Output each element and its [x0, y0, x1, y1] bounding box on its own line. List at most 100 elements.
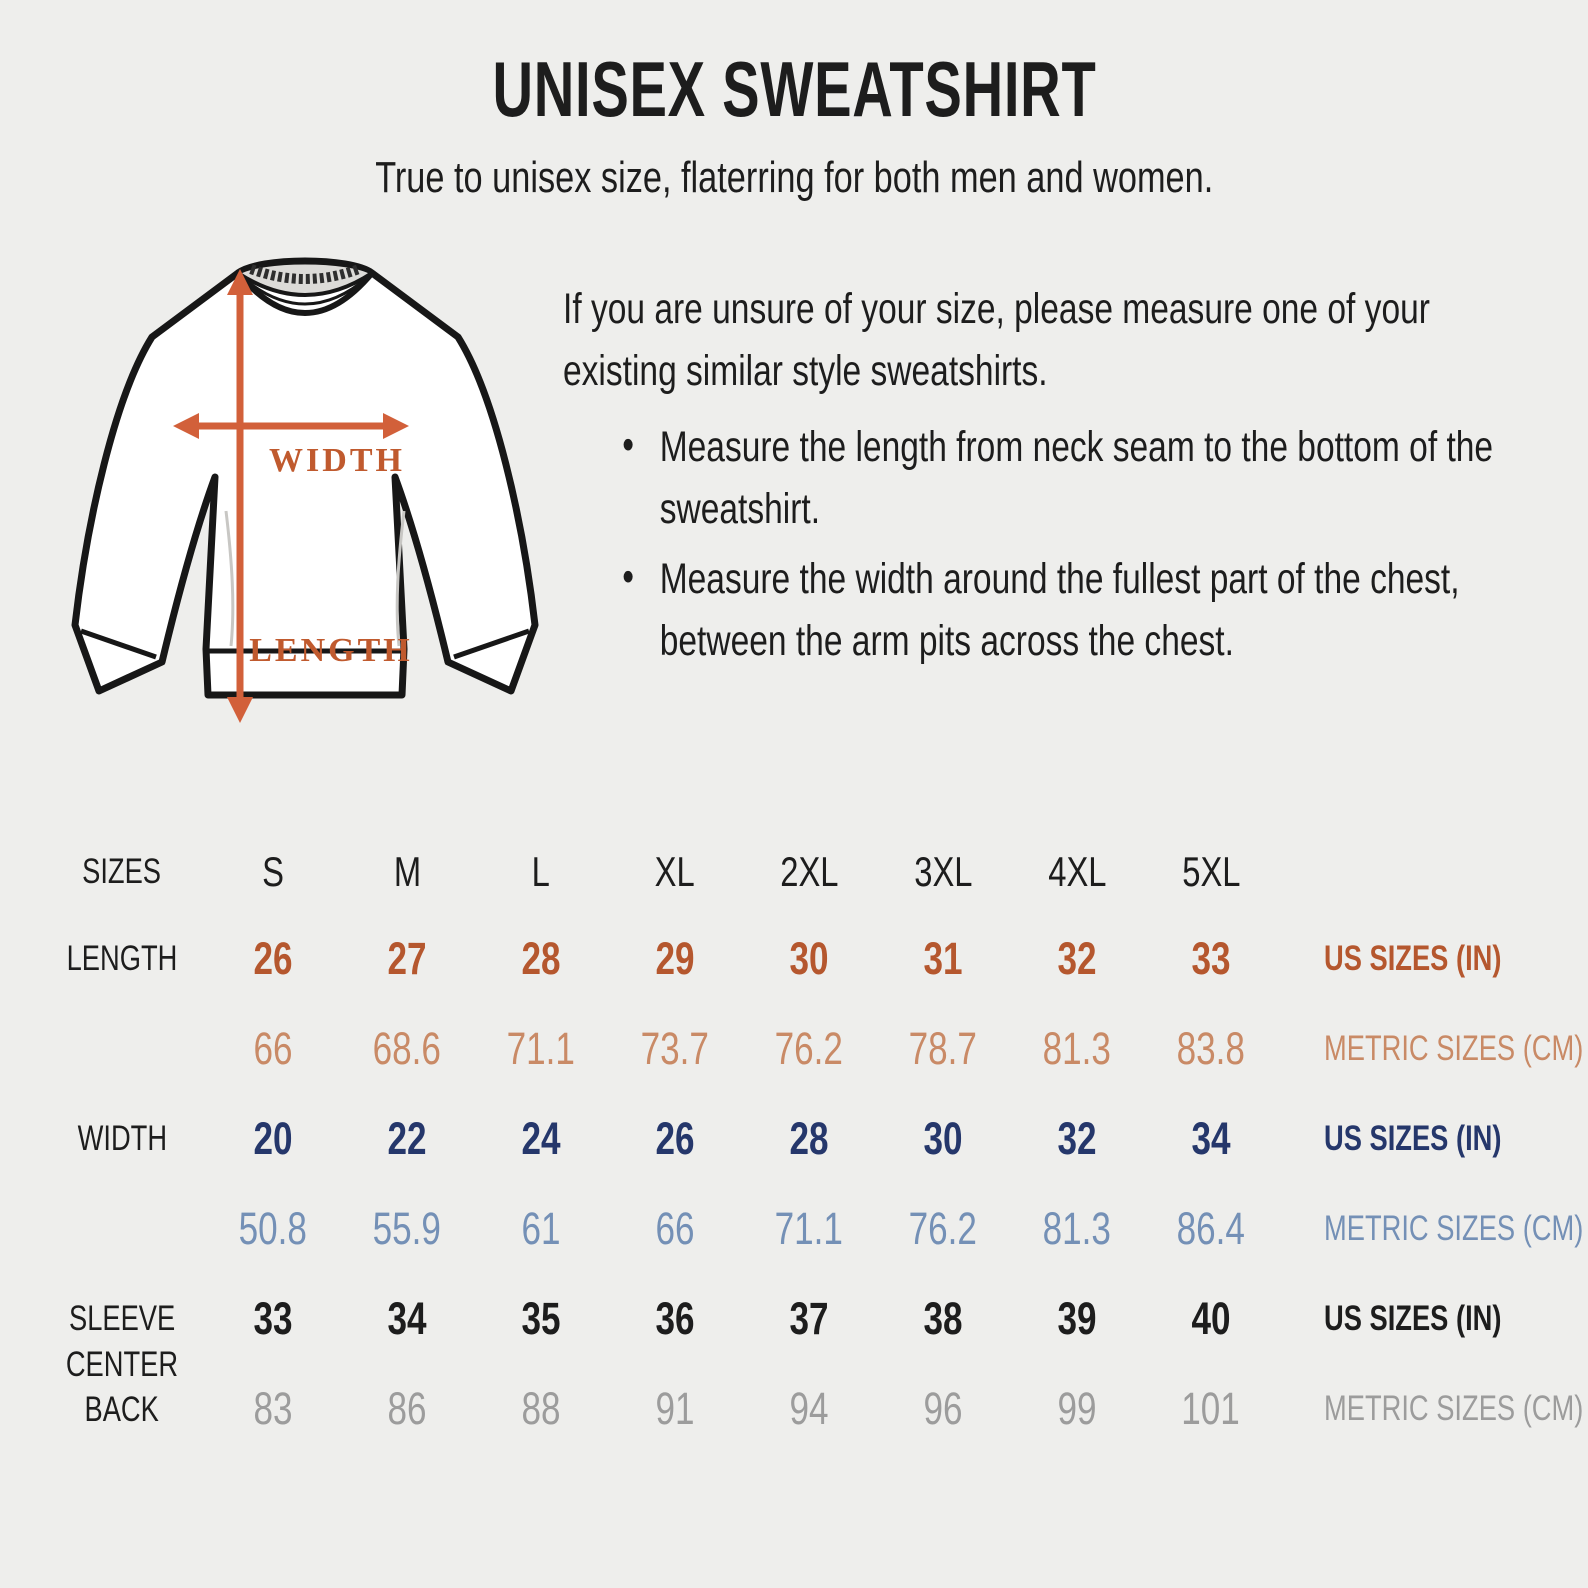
width-metric-value: 61 [521, 1203, 561, 1255]
sleeve-metric-value: 96 [923, 1383, 963, 1435]
sleeve-us-value: 39 [1057, 1293, 1097, 1345]
right-fold-line [395, 511, 406, 647]
width-us-value: 34 [1191, 1113, 1231, 1165]
table-corner-label: SIZES [82, 851, 162, 891]
page-title: UNISEX SWEATSHIRT [0, 45, 1588, 133]
length-metric-value: 73.7 [640, 1023, 710, 1075]
size-column-header-5xl: 5XL [1181, 847, 1241, 895]
length-us-value: 26 [253, 933, 293, 985]
sleeve-us-unit-label: US SIZES (IN) [1324, 1299, 1502, 1339]
sweatshirt-diagram: WIDTH LENGTH [71, 257, 539, 724]
width-arrowhead-right [383, 413, 409, 440]
width-metric-value: 71.1 [774, 1203, 844, 1255]
length-us-value: 29 [655, 933, 695, 985]
length-metric-value: 76.2 [774, 1023, 844, 1075]
length-metric-value: 83.8 [1176, 1023, 1246, 1075]
sleeve-us-value: 35 [521, 1293, 561, 1345]
length-us-value: 31 [923, 933, 963, 985]
length-us-value: 32 [1057, 933, 1097, 985]
row-label-sleeve-center-back: SLEEVE CENTER BACK [65, 1299, 179, 1430]
collar-tape-zigzag [249, 264, 361, 285]
length-metric-value: 78.7 [908, 1023, 978, 1075]
length-metric-value: 66 [253, 1023, 293, 1075]
instruction-bullet-text: Measure the width around the fullest par… [659, 554, 1460, 665]
width-us-value: 32 [1057, 1113, 1097, 1165]
instruction-bullet-width: • Measure the width around the fullest pa… [563, 549, 1531, 673]
instructions-body: If you are unsure of your size, please m… [563, 279, 1531, 672]
sleeve-us-value: 34 [387, 1293, 427, 1345]
width-us-value: 20 [253, 1113, 293, 1165]
width-arrowhead-left [173, 413, 199, 440]
instruction-intro: If you are unsure of your size, please m… [563, 285, 1430, 396]
sleeve-metric-value: 94 [789, 1383, 829, 1435]
size-column-header-2xl: 2XL [779, 847, 839, 895]
header: UNISEX SWEATSHIRT True to unisex size, f… [0, 0, 1588, 203]
sweatshirt-outline [71, 257, 539, 699]
sleeve-us-value: 37 [789, 1293, 829, 1345]
sleeve-us-value: 38 [923, 1293, 963, 1345]
left-fold-line [224, 511, 235, 647]
instruction-bullet-text: Measure the length from neck seam to the… [659, 423, 1494, 534]
sleeve-us-value: 40 [1191, 1293, 1231, 1345]
width-us-value: 26 [655, 1113, 695, 1165]
size-column-header-s: S [262, 847, 284, 895]
width-us-value: 22 [387, 1113, 427, 1165]
sleeve-us-value: 33 [253, 1293, 293, 1345]
sleeve-metric-value: 101 [1181, 1383, 1241, 1435]
instruction-list: • Measure the length from neck seam to th… [563, 417, 1531, 673]
length-us-value: 33 [1191, 933, 1231, 985]
length-metric-value: 68.6 [372, 1023, 442, 1075]
size-column-header-3xl: 3XL [913, 847, 973, 895]
top-section: WIDTH LENGTH If you are unsure of your s… [0, 221, 1588, 781]
page-subtitle-text: True to unisex size, flaterring for both… [374, 153, 1214, 203]
sleeve-metric-value: 86 [387, 1383, 427, 1435]
size-column-header-4xl: 4XL [1047, 847, 1107, 895]
right-cuff-line [453, 628, 530, 660]
bullet-dot: • [622, 552, 635, 601]
sleeve-us-value: 36 [655, 1293, 695, 1345]
sleeve-metric-value: 99 [1057, 1383, 1097, 1435]
width-us-unit-label: US SIZES (IN) [1324, 1119, 1502, 1159]
bullet-dot: • [622, 421, 635, 470]
row-label-length: LENGTH [66, 939, 178, 979]
width-metric-value: 76.2 [908, 1203, 978, 1255]
width-metric-value: 55.9 [372, 1203, 442, 1255]
size-column-header-l: L [531, 847, 551, 895]
row-label-spacer [38, 1004, 206, 1094]
width-us-value: 24 [521, 1113, 561, 1165]
sleeve-metric-value: 83 [253, 1383, 293, 1435]
width-us-value: 28 [789, 1113, 829, 1165]
width-metric-value: 81.3 [1042, 1203, 1112, 1255]
size-column-header-xl: XL [654, 847, 696, 895]
length-metric-value: 71.1 [506, 1023, 576, 1075]
sleeve-metric-unit-label: METRIC SIZES (CM) [1324, 1389, 1584, 1429]
width-us-value: 30 [923, 1113, 963, 1165]
sleeve-metric-value: 88 [521, 1383, 561, 1435]
page-title-text: UNISEX SWEATSHIRT [491, 45, 1097, 133]
length-arrowhead-bottom [227, 697, 253, 724]
length-metric-unit-label: METRIC SIZES (CM) [1324, 1029, 1584, 1069]
width-metric-value: 66 [655, 1203, 695, 1255]
row-label-spacer [38, 1184, 206, 1274]
length-arrow-label: LENGTH [249, 632, 412, 669]
length-arrowhead-top [227, 269, 253, 296]
table-header-spacer [1278, 829, 1588, 914]
collar-band-inner [241, 276, 369, 306]
length-metric-value: 81.3 [1042, 1023, 1112, 1075]
sleeve-metric-value: 91 [655, 1383, 695, 1435]
length-us-value: 28 [521, 933, 561, 985]
width-metric-unit-label: METRIC SIZES (CM) [1324, 1209, 1584, 1249]
size-table: SIZES S M L XL 2XL 3XL 4XL 5XL LENGTH 26… [38, 829, 1583, 1454]
width-arrow-label: WIDTH [269, 442, 405, 479]
instruction-bullet-length: • Measure the length from neck seam to th… [563, 417, 1531, 541]
collar-band-outer [235, 271, 375, 317]
row-label-width: WIDTH [77, 1119, 167, 1159]
page-subtitle: True to unisex size, flaterring for both… [0, 153, 1588, 203]
left-cuff-line [80, 628, 157, 660]
length-us-value: 27 [387, 933, 427, 985]
length-us-value: 30 [789, 933, 829, 985]
width-metric-value: 86.4 [1176, 1203, 1246, 1255]
length-us-unit-label: US SIZES (IN) [1324, 939, 1502, 979]
size-column-header-m: M [393, 847, 421, 895]
